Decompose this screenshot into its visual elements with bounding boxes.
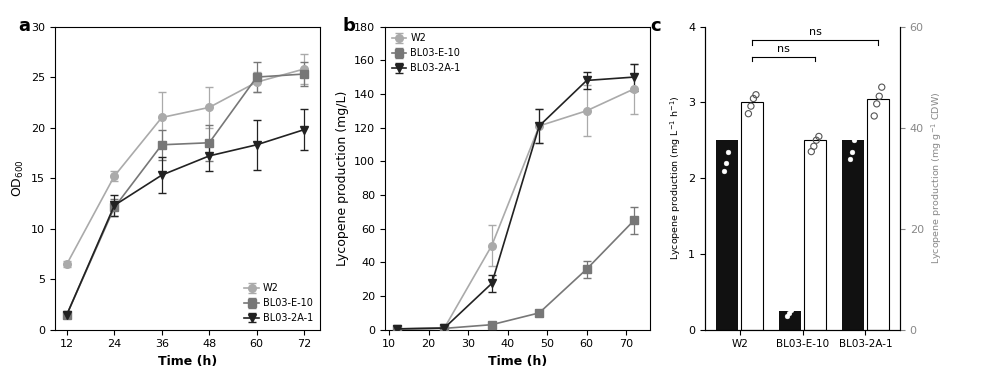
Legend: W2, BL03-E-10, BL03-2A-1: W2, BL03-E-10, BL03-2A-1: [243, 281, 315, 325]
Point: [722, 133, 738, 139]
Point: [779, 313, 795, 319]
Bar: [741, 102, 763, 330]
X-axis label: Time (h): Time (h): [158, 355, 217, 368]
Bar: [716, 140, 738, 330]
Text: c: c: [650, 17, 661, 35]
Point: [844, 149, 860, 155]
Y-axis label: Lycopene production (mg L$^{-1}$ h$^{-1}$): Lycopene production (mg L$^{-1}$ h$^{-1}…: [668, 96, 683, 260]
Text: ns: ns: [777, 44, 790, 54]
Point: [743, 103, 759, 109]
Point: [811, 133, 827, 139]
Point: [869, 101, 885, 107]
X-axis label: Time (h): Time (h): [488, 355, 547, 368]
Point: [720, 149, 736, 155]
Point: [874, 84, 890, 90]
Bar: [867, 99, 889, 330]
Bar: [779, 311, 801, 330]
Point: [785, 304, 801, 310]
Point: [718, 160, 734, 166]
Point: [871, 93, 887, 99]
Text: a: a: [18, 17, 30, 35]
Point: [781, 310, 797, 316]
Point: [716, 168, 732, 174]
Point: [803, 149, 819, 155]
Bar: [804, 140, 826, 330]
Bar: [842, 140, 864, 330]
Point: [740, 111, 756, 117]
Point: [848, 130, 864, 136]
Text: ns: ns: [809, 27, 822, 37]
Point: [783, 307, 799, 313]
Point: [808, 137, 824, 143]
Y-axis label: OD$_{600}$: OD$_{600}$: [10, 159, 26, 197]
Point: [745, 96, 761, 102]
Legend: W2, BL03-E-10, BL03-2A-1: W2, BL03-E-10, BL03-2A-1: [390, 31, 462, 75]
Point: [842, 156, 858, 162]
Y-axis label: Lycopene production (mg g$^{-1}$ CDW): Lycopene production (mg g$^{-1}$ CDW): [929, 92, 944, 264]
Point: [748, 92, 764, 98]
Text: b: b: [343, 17, 355, 35]
Point: [846, 137, 862, 143]
Point: [866, 113, 882, 119]
Y-axis label: Lycopene production (mg/L): Lycopene production (mg/L): [336, 91, 349, 266]
Point: [806, 143, 822, 149]
